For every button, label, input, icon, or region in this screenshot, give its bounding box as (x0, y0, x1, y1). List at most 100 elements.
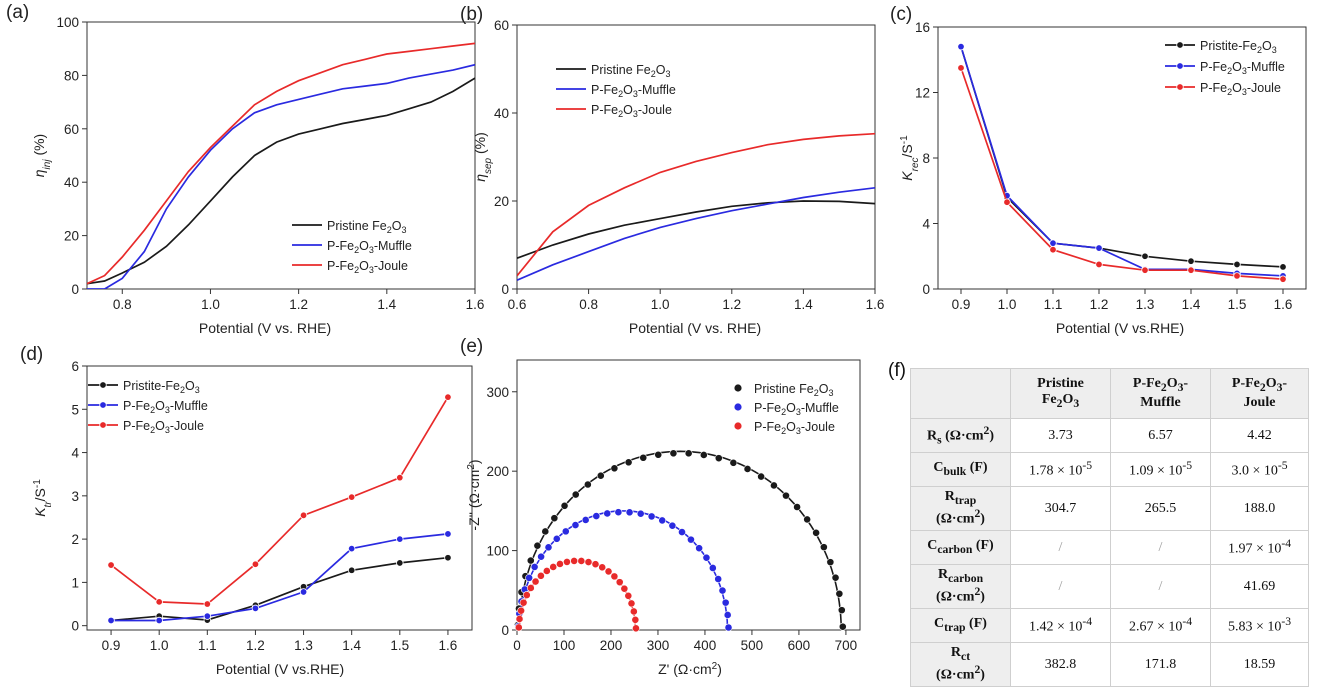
table-cell: 382.8 (1010, 642, 1111, 687)
table-cell: 3.0 × 10-5 (1210, 452, 1309, 487)
table-cell: 4.42 (1210, 418, 1309, 453)
x-tick-label: 1.6 (1274, 297, 1293, 312)
data-point (610, 572, 619, 581)
data-point (530, 563, 539, 571)
table-cell: / (1110, 564, 1211, 609)
y-tick-label: 300 (486, 385, 509, 400)
chart-panel-3: (c) 0.9 1.0 1.1 1.2 1.3 1.4 1.5 1.6 0 4 8 12 16 Potent… (890, 4, 1307, 336)
data-point (724, 623, 733, 632)
row-header-cbulk: Cbulk (F) (910, 452, 1011, 487)
data-point (519, 598, 528, 607)
x-tick-label: 1.6 (866, 297, 885, 312)
data-point (107, 561, 115, 569)
table-cell: 1.78 × 10-5 (1010, 452, 1111, 487)
legend-label: P-Fe2O3-Muffle (754, 401, 839, 417)
x-tick-label: 1.2 (1090, 297, 1109, 312)
y-tick-label: 6 (71, 359, 79, 374)
data-point (347, 566, 356, 574)
x-tick-label: 0.9 (952, 297, 971, 312)
data-point (624, 591, 633, 600)
legend-label: P-Fe2O3-Joule (327, 259, 408, 275)
data-point (708, 564, 717, 572)
y-tick-label: 0 (922, 282, 930, 297)
data-point (620, 584, 629, 593)
x-tick-label: 1.4 (377, 297, 396, 312)
data-point (729, 458, 738, 467)
legend-label: Pristine Fe2O3 (591, 63, 671, 79)
data-point (610, 464, 619, 473)
data-point (347, 493, 356, 501)
table-cell: 304.7 (1010, 486, 1111, 531)
data-point (1141, 252, 1149, 260)
data-point (537, 552, 545, 561)
data-point (793, 503, 801, 511)
legend-marker (1176, 83, 1184, 91)
x-tick-label: 100 (553, 638, 576, 653)
legend-label: P-Fe2O3-Joule (123, 419, 204, 435)
y-tick-label: 2 (71, 532, 79, 547)
data-point (598, 563, 607, 572)
x-tick-label: 1.0 (150, 638, 169, 653)
data-point (957, 64, 965, 72)
data-point (636, 509, 645, 518)
data-point (592, 512, 601, 520)
legend-label: P-Fe2O3-Muffle (327, 239, 412, 255)
data-point (1187, 257, 1195, 265)
x-tick-label: 600 (788, 638, 811, 653)
y-axis-label: ηsep (%) (472, 132, 494, 182)
data-point (718, 586, 727, 595)
data-point (526, 584, 535, 592)
legend-label: Pristine Fe2O3 (754, 382, 834, 398)
legend-label: P-Fe2O3-Joule (1200, 81, 1281, 97)
data-point (743, 465, 752, 473)
data-point (631, 615, 640, 624)
data-point (624, 458, 633, 467)
data-point (347, 544, 356, 553)
chart-panel-4: (d) 0.9 1.0 1.1 1.2 1.3 1.4 1.5 1.6 0 1 2 3 4 5 6 Potent… (20, 344, 473, 677)
legend-marker (1176, 41, 1184, 49)
data-point (819, 543, 828, 552)
plot-frame (86, 21, 476, 290)
panel-label: (b) (460, 4, 483, 25)
y-tick-label: 0 (71, 282, 79, 297)
table-cell: 6.57 (1110, 418, 1211, 453)
x-tick-label: 1.0 (201, 297, 220, 312)
data-point (632, 624, 640, 633)
y-tick-label: 12 (915, 86, 930, 101)
y-tick-label: 100 (56, 15, 79, 30)
table-cell: 1.42 × 10-4 (1010, 608, 1111, 643)
legend-marker (734, 422, 742, 430)
data-point (812, 528, 821, 537)
data-point (957, 42, 965, 51)
data-point (584, 558, 593, 566)
parameter-table: Pristine Fe2O3 P-Fe2O3- Muffle P-Fe2O3- Jou… (910, 368, 1309, 687)
series-line-1 (111, 556, 448, 622)
table-cell: 2.67 × 10-4 (1110, 608, 1211, 643)
data-point (556, 560, 564, 568)
series-line-2 (960, 46, 1284, 277)
data-point (517, 606, 526, 615)
data-point (531, 577, 540, 586)
data-point (835, 589, 844, 598)
data-point (561, 527, 570, 536)
data-point (299, 511, 308, 520)
y-tick-label: 1 (71, 575, 79, 590)
data-point (541, 527, 550, 536)
legend-marker (99, 421, 107, 429)
legend-label: P-Fe2O3-Muffle (1200, 60, 1285, 76)
data-point (251, 560, 260, 568)
x-tick-label: 1.4 (794, 297, 813, 312)
data-point (396, 535, 404, 543)
table-header-muffle: P-Fe2O3- Muffle (1110, 368, 1211, 419)
y-axis-label: Ktr/S-1 (32, 479, 54, 517)
data-point (203, 612, 212, 620)
series-line-2 (517, 186, 875, 281)
y-tick-label: 3 (71, 489, 79, 504)
x-tick-label: 1.2 (246, 638, 265, 653)
data-point (444, 530, 452, 538)
data-point (615, 578, 624, 587)
data-point (723, 611, 732, 619)
x-tick-label: 1.6 (466, 297, 485, 312)
table-cell: 171.8 (1110, 642, 1211, 687)
x-tick-label: 0 (513, 638, 521, 653)
